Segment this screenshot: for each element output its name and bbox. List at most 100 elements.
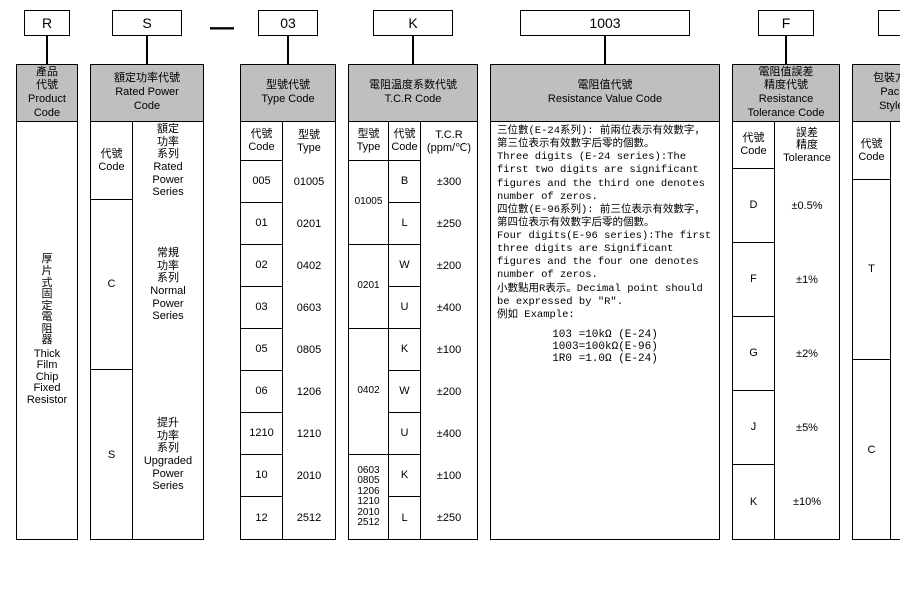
hdr-packaging: 包裝方式代號 Packaging Style Code bbox=[852, 64, 900, 122]
tc-sub-code-en: Code bbox=[248, 141, 274, 154]
tc-sub-code: 代號 Code bbox=[241, 122, 283, 161]
pkg-rows: T编帶包裝Tape&ReelC塑料袋散裝Case bbox=[853, 180, 900, 540]
hdr-rp-cn: 額定功率代號 bbox=[114, 72, 180, 86]
hdr-resvalue: 電阻值代號 Resistance Value Code bbox=[490, 64, 720, 122]
hdr-pkg-en1: Packaging bbox=[880, 86, 900, 100]
tcr-val: ±400 bbox=[421, 287, 477, 329]
body-typecode: 代號 Code 型號 Type 005010050102010204020306… bbox=[240, 122, 336, 540]
hdr-rv-en: Resistance Value Code bbox=[548, 93, 662, 107]
hdr-product-cn1: 產品 bbox=[36, 66, 58, 80]
col-tolerance: F 電阻值誤差 精度代號 Resistance Tolerance Code 代… bbox=[732, 10, 840, 540]
tcr-val: ±250 bbox=[421, 497, 477, 539]
tcr-code: K bbox=[389, 455, 421, 497]
dash: — bbox=[210, 14, 234, 42]
connector-2 bbox=[287, 36, 289, 64]
tcr-code: L bbox=[389, 203, 421, 245]
hdr-tol-en1: Resistance bbox=[759, 93, 813, 107]
hdr-product-cn2: 代號 bbox=[36, 79, 58, 93]
tc-code: 10 bbox=[241, 455, 283, 497]
body-packaging: 代號 Code 包裝方法PackagingStyle T编帶包裝Tape&Ree… bbox=[852, 122, 900, 540]
sub-code-en: Code bbox=[98, 161, 124, 174]
tcr-type: 060308051206121020102512 bbox=[349, 455, 389, 539]
hdr-product: 產品 代號 Product Code bbox=[16, 64, 78, 122]
pkg-code: T bbox=[853, 180, 891, 360]
rv-example: 1003=100kΩ(E-96) bbox=[491, 341, 719, 353]
pkg-style: 编帶包裝Tape&Reel bbox=[891, 180, 900, 360]
tc-code: 05 bbox=[241, 329, 283, 371]
hdr-typecode: 型號代號 Type Code bbox=[240, 64, 336, 122]
hdr-rv-cn: 電阻值代號 bbox=[578, 79, 633, 93]
tcr-sub-val2: (ppm/℃) bbox=[427, 142, 471, 155]
tol-rows: D±0.5%F±1%G±2%J±5%K±10% bbox=[733, 169, 839, 539]
tol-sub-code-en: Code bbox=[740, 145, 766, 158]
rv-example: 103 =10kΩ (E-24) bbox=[491, 329, 719, 341]
top-box-1: S bbox=[112, 10, 182, 36]
tcr-code: U bbox=[389, 413, 421, 455]
tol-code: G bbox=[733, 317, 775, 391]
tol-val: ±10% bbox=[775, 465, 839, 539]
tcr-val: ±400 bbox=[421, 413, 477, 455]
tol-code: F bbox=[733, 243, 775, 317]
hdr-tol-cn2: 精度代號 bbox=[764, 79, 808, 93]
hdr-tcr-cn: 電阻温度系数代號 bbox=[369, 79, 457, 93]
pkg-sub-code: 代號 Code bbox=[853, 122, 891, 180]
tc-rows: 0050100501020102040203060305080506120612… bbox=[241, 161, 335, 539]
tcr-val: ±200 bbox=[421, 245, 477, 287]
tcr-sub-type-en: Type bbox=[357, 141, 381, 154]
tcr-type: 0402 bbox=[349, 329, 389, 455]
connector-4 bbox=[604, 36, 606, 64]
tc-type: 0201 bbox=[283, 203, 335, 245]
hdr-product-en2: Code bbox=[34, 107, 60, 121]
hdr-tc-en: Type Code bbox=[261, 93, 314, 107]
tc-type: 2010 bbox=[283, 455, 335, 497]
connector-3 bbox=[412, 36, 414, 64]
tol-sub-code: 代號 Code bbox=[733, 122, 775, 169]
tcr-code: B bbox=[389, 161, 421, 203]
rp-series: 常規功率系列NormalPowerSeries bbox=[133, 200, 203, 370]
tol-sub-code-cn: 代號 bbox=[743, 132, 765, 145]
tc-code: 03 bbox=[241, 287, 283, 329]
body-resvalue: 三位數(E-24系列): 前兩位表示有效數字，第三位表示有效數字后零的個數。 T… bbox=[490, 122, 720, 540]
tcr-sub-type: 型號 Type bbox=[349, 122, 389, 161]
tc-code: 1210 bbox=[241, 413, 283, 455]
col-product: R 產品 代號 Product Code 厚片式固定電阻器 ThickFilmC… bbox=[16, 10, 78, 540]
tc-sub-type-en: Type bbox=[297, 142, 321, 155]
tc-sub-type: 型號 Type bbox=[283, 122, 335, 161]
body-ratedpower: 代號 Code 額定功率系列RatedPowerSeries C常規功率系列No… bbox=[90, 122, 204, 540]
rv-text: 三位數(E-24系列): 前兩位表示有效數字，第三位表示有效數字后零的個數。 T… bbox=[491, 122, 719, 325]
tc-type: 0805 bbox=[283, 329, 335, 371]
tol-sub-tol: 誤差精度Tolerance bbox=[775, 122, 839, 169]
col-typecode: 03 型號代號 Type Code 代號 Code 型號 Type 005010… bbox=[240, 10, 336, 540]
tc-code: 02 bbox=[241, 245, 283, 287]
top-box-0: R bbox=[24, 10, 70, 36]
pkg-sub-code-en: Code bbox=[858, 151, 884, 164]
tcr-sub-code-cn: 代號 bbox=[394, 128, 416, 141]
tol-code: K bbox=[733, 465, 775, 539]
tol-val: ±5% bbox=[775, 391, 839, 465]
col-tcr: K 電阻温度系数代號 T.C.R Code 型號 Type 代號 Code T.… bbox=[348, 10, 478, 540]
tc-type: 1206 bbox=[283, 371, 335, 413]
sub-code: 代號 Code bbox=[91, 122, 133, 200]
hdr-tol-cn1: 電阻值誤差 bbox=[759, 66, 814, 80]
tcr-code: U bbox=[389, 287, 421, 329]
top-box-3: K bbox=[373, 10, 453, 36]
tcr-val: ±100 bbox=[421, 455, 477, 497]
rv-example: 1R0 =1.0Ω (E-24) bbox=[491, 353, 719, 365]
hdr-tc-cn: 型號代號 bbox=[266, 79, 310, 93]
rp-code: C bbox=[91, 200, 133, 370]
diagram-root: R 產品 代號 Product Code 厚片式固定電阻器 ThickFilmC… bbox=[10, 10, 890, 540]
tc-sub-code-cn: 代號 bbox=[251, 128, 273, 141]
pkg-sub-code-cn: 代號 bbox=[861, 138, 883, 151]
hdr-pkg-en2: Style Code bbox=[879, 100, 900, 114]
hdr-ratedpower: 額定功率代號 Rated Power Code bbox=[90, 64, 204, 122]
tcr-code: K bbox=[389, 329, 421, 371]
col-ratedpower: S 額定功率代號 Rated Power Code 代號 Code 額定功率系列… bbox=[90, 10, 204, 540]
rp-code: S bbox=[91, 370, 133, 540]
hdr-rp-en1: Rated Power bbox=[115, 86, 179, 100]
tcr-val: ±200 bbox=[421, 371, 477, 413]
body-product: 厚片式固定電阻器 ThickFilmChipFixedResistor bbox=[16, 122, 78, 540]
pkg-code: C bbox=[853, 360, 891, 540]
pkg-sub-pkg: 包裝方法PackagingStyle bbox=[891, 122, 900, 180]
top-box-6: T bbox=[878, 10, 900, 36]
hdr-rp-en2: Code bbox=[134, 100, 160, 114]
